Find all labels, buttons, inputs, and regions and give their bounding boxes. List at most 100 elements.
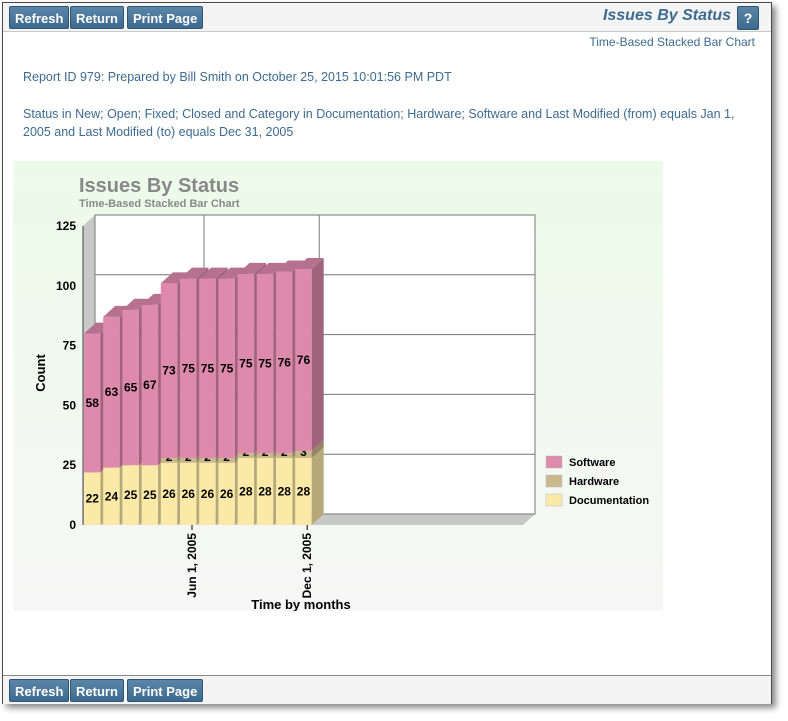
bar-software: [237, 273, 255, 454]
bar-software: [160, 283, 178, 459]
data-label-documentation: 26: [162, 487, 176, 501]
bar-hardware: [218, 458, 235, 463]
bar-software: [180, 278, 197, 459]
help-button[interactable]: ?: [737, 6, 759, 30]
filter-info: Status in New; Open; Fixed; Closed and C…: [23, 105, 768, 141]
data-label-software: 75: [239, 357, 253, 371]
bar-top: [218, 267, 247, 279]
legend-swatch-documentation: [545, 493, 563, 507]
data-label-documentation: 26: [201, 487, 215, 501]
y-axis-label: Count: [33, 354, 48, 392]
data-label-documentation: 28: [297, 485, 311, 499]
bar-hardware: [256, 453, 274, 459]
bar-software: [256, 273, 274, 454]
bar-side-hardware: [311, 439, 324, 459]
bar-documentation: [160, 462, 178, 525]
data-label-documentation: 25: [143, 488, 157, 502]
bar-documentation: [218, 462, 235, 525]
legend-label-software: Software: [569, 457, 615, 469]
bar-documentation: [237, 458, 255, 525]
bar-hardware: [160, 458, 178, 463]
bottom-toolbar: Refresh Return Print Page: [3, 675, 771, 704]
legend-label-hardware: Hardware: [569, 476, 619, 488]
bar-documentation: [256, 458, 274, 525]
print-page-button[interactable]: Print Page: [127, 6, 204, 29]
data-label-software: 76: [278, 355, 292, 369]
filter-line-2: 2005 and Last Modified (to) equals Dec 3…: [23, 125, 294, 139]
legend-swatch-hardware: [545, 474, 563, 488]
bar-software: [218, 278, 235, 459]
x-axis-label: Time by months: [251, 597, 350, 611]
bar-hardware: [276, 453, 293, 459]
bar-software: [103, 316, 120, 468]
data-label-documentation: 25: [124, 488, 138, 502]
bar-software: [141, 304, 159, 466]
bar-top: [256, 262, 286, 274]
bar-documentation: [103, 467, 120, 525]
page-title: Issues By Status: [602, 7, 731, 24]
data-label-software: 65: [124, 380, 138, 394]
y-tick-label: 50: [63, 398, 77, 412]
y-tick-label: 0: [69, 518, 76, 532]
bar-hardware: [180, 458, 197, 463]
bar-side-software: [311, 258, 324, 451]
bar-software: [84, 333, 101, 473]
chart-subtitle: Time-Based Stacked Bar Chart: [79, 198, 240, 210]
bar-top: [199, 267, 228, 279]
report-info: Report ID 979: Prepared by Bill Smith on…: [23, 70, 452, 84]
x-tick-label: Dec 1, 2005: [300, 533, 314, 599]
refresh-button-bottom[interactable]: Refresh: [9, 679, 70, 702]
data-label-documentation: 26: [220, 487, 234, 501]
data-label-software: 63: [105, 385, 119, 399]
bar-documentation: [122, 465, 139, 525]
legend-label-documentation: Documentation: [569, 495, 649, 507]
bar-documentation: [199, 462, 216, 525]
data-label-software: 76: [297, 353, 311, 367]
y-tick-label: 100: [56, 279, 76, 293]
bar-side-documentation: [311, 447, 324, 525]
bar-top: [295, 258, 324, 270]
refresh-button[interactable]: Refresh: [9, 6, 70, 29]
bar-top: [237, 262, 267, 274]
y-tick-label: 25: [63, 458, 77, 472]
data-label-documentation: 28: [239, 485, 253, 499]
return-button-bottom[interactable]: Return: [70, 679, 124, 702]
bar-hardware: [237, 453, 255, 459]
bar-software: [276, 271, 293, 454]
return-button[interactable]: Return: [70, 6, 124, 29]
bar-top: [276, 260, 305, 272]
bar-documentation: [141, 465, 159, 525]
data-label-documentation: 28: [278, 485, 292, 499]
data-label-documentation: 24: [105, 489, 119, 503]
bar-documentation: [84, 472, 101, 525]
bar-top: [122, 298, 151, 310]
bar-documentation: [295, 458, 312, 525]
bar-documentation: [180, 462, 197, 525]
chart-container: Issues By Status Time-Based Stacked Bar C…: [13, 161, 663, 612]
filter-line-1: Status in New; Open; Fixed; Closed and C…: [23, 107, 735, 121]
bar-documentation: [276, 458, 293, 525]
bar-top: [160, 272, 190, 284]
bar-software: [295, 269, 312, 451]
data-label-software: 75: [182, 361, 196, 375]
data-label-documentation: 26: [182, 487, 196, 501]
bar-software: [122, 309, 139, 466]
legend-swatch-software: [545, 455, 563, 469]
page-subtitle: Time-Based Stacked Bar Chart: [589, 35, 755, 49]
chart-title: Issues By Status: [79, 175, 239, 197]
y-tick-label: 125: [56, 219, 76, 233]
bar-top: [180, 267, 209, 279]
x-tick-label: Jun 1, 2005: [185, 533, 199, 598]
data-label-software: 58: [86, 396, 100, 410]
data-label-software: 73: [162, 364, 176, 378]
data-label-software: 75: [201, 361, 215, 375]
print-page-button-bottom[interactable]: Print Page: [127, 679, 204, 702]
data-label-documentation: 28: [258, 485, 272, 499]
bar-software: [199, 278, 216, 459]
data-label-documentation: 22: [86, 492, 100, 506]
top-toolbar: Refresh Return Print Page Issues By Stat…: [3, 3, 771, 32]
data-label-software: 75: [258, 357, 272, 371]
bar-hardware: [199, 458, 216, 463]
report-window: Refresh Return Print Page Issues By Stat…: [2, 2, 772, 704]
